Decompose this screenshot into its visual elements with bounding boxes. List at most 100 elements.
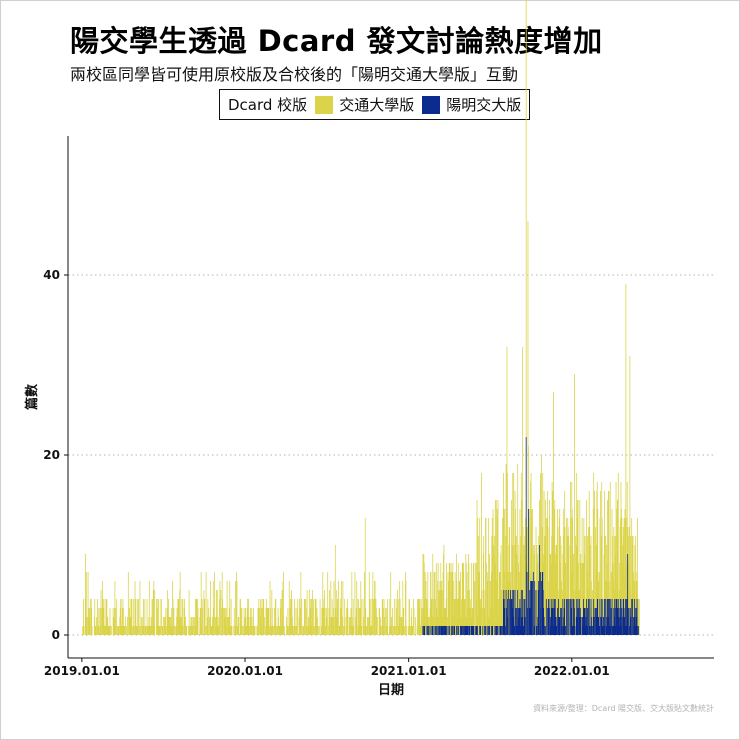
bar-jiaotong	[144, 599, 146, 635]
bar-jiaotong	[179, 590, 181, 635]
bar-jiaotong	[380, 626, 382, 635]
bar-jiaotong	[392, 626, 394, 635]
bar-jiaotong	[560, 545, 562, 635]
bar-jiaotong	[526, 563, 528, 635]
bar-jiaotong	[164, 617, 165, 635]
bar-jiaotong	[122, 608, 124, 635]
bar-jiaotong	[100, 590, 102, 635]
bar-jiaotong	[273, 626, 274, 635]
bar-jiaotong	[575, 590, 577, 635]
bar-yangming-jiaotong	[468, 626, 469, 635]
bar-jiaotong	[169, 626, 171, 635]
bar-jiaotong	[140, 617, 142, 635]
bar-yangming-jiaotong	[560, 608, 562, 635]
bar-yangming-jiaotong	[525, 437, 527, 635]
bar-jiaotong	[104, 599, 106, 635]
bar-jiaotong	[507, 572, 509, 635]
bar-jiaotong	[598, 599, 600, 635]
bar-jiaotong	[615, 554, 616, 635]
bar-jiaotong	[352, 626, 354, 635]
bar-jiaotong	[473, 563, 475, 635]
bar-jiaotong	[437, 581, 439, 635]
bar-jiaotong	[272, 626, 274, 635]
bar-jiaotong	[511, 545, 513, 635]
bar-jiaotong	[237, 626, 239, 635]
bar-jiaotong	[468, 563, 470, 635]
bar-jiaotong	[210, 581, 211, 635]
bar-jiaotong	[277, 626, 279, 635]
bar-jiaotong	[173, 626, 174, 635]
bar-jiaotong	[628, 527, 630, 635]
bar-yangming-jiaotong	[527, 608, 529, 635]
bar-jiaotong	[553, 509, 555, 635]
bar-jiaotong	[371, 626, 372, 635]
bar-yangming-jiaotong	[598, 617, 600, 635]
bar-jiaotong	[118, 626, 120, 635]
bar-yangming-jiaotong	[436, 626, 438, 635]
bar-jiaotong	[83, 599, 84, 635]
bar-jiaotong	[355, 608, 357, 635]
bar-jiaotong	[528, 572, 530, 635]
bar-jiaotong	[259, 617, 261, 635]
bar-jiaotong	[456, 554, 457, 635]
bar-jiaotong	[365, 608, 367, 635]
bar-jiaotong	[477, 617, 479, 635]
bar-yangming-jiaotong	[540, 608, 542, 635]
bar-jiaotong	[551, 482, 553, 635]
bar-jiaotong	[506, 536, 507, 635]
bar-jiaotong	[466, 572, 468, 635]
bar-yangming-jiaotong	[531, 581, 533, 635]
bar-jiaotong	[258, 608, 259, 635]
bar-jiaotong	[620, 482, 622, 635]
bar-jiaotong	[190, 617, 192, 635]
bar-yangming-jiaotong	[449, 626, 451, 635]
bar-jiaotong	[517, 545, 519, 635]
bar-jiaotong	[327, 572, 329, 635]
bar-jiaotong	[424, 572, 426, 635]
bar-yangming-jiaotong	[635, 608, 637, 635]
bar-jiaotong	[569, 599, 570, 635]
bar-jiaotong	[315, 599, 317, 635]
bar-jiaotong	[382, 626, 384, 635]
bar-jiaotong	[520, 473, 522, 635]
bar-jiaotong	[574, 608, 576, 635]
bar-yangming-jiaotong	[432, 626, 434, 635]
bar-jiaotong	[279, 626, 281, 635]
bar-yangming-jiaotong	[613, 617, 615, 635]
bar-yangming-jiaotong	[612, 626, 613, 635]
bar-yangming-jiaotong	[480, 626, 481, 635]
bar-jiaotong	[359, 608, 361, 635]
bar-jiaotong	[321, 608, 323, 635]
bar-jiaotong	[328, 626, 329, 635]
bar-jiaotong	[344, 599, 346, 635]
bar-yangming-jiaotong	[424, 626, 426, 635]
bar-yangming-jiaotong	[615, 599, 617, 635]
bar-jiaotong	[87, 572, 89, 635]
bar-yangming-jiaotong	[517, 590, 519, 635]
bar-yangming-jiaotong	[599, 599, 601, 635]
bar-jiaotong	[178, 599, 180, 635]
bar-jiaotong	[343, 626, 345, 635]
bar-jiaotong	[490, 581, 491, 635]
bar-jiaotong	[471, 563, 473, 635]
bar-jiaotong	[157, 626, 159, 635]
y-tick-label: 20	[43, 448, 60, 462]
bar-jiaotong	[305, 599, 307, 635]
bar-yangming-jiaotong	[575, 617, 577, 635]
bar-jiaotong	[204, 599, 206, 635]
bar-jiaotong	[145, 626, 147, 635]
bar-jiaotong	[114, 581, 116, 635]
bar-jiaotong	[109, 608, 111, 635]
bar-yangming-jiaotong	[586, 626, 588, 635]
bar-jiaotong	[570, 518, 572, 635]
bar-jiaotong	[233, 608, 235, 635]
bar-yangming-jiaotong	[537, 590, 539, 635]
bar-jiaotong	[177, 617, 178, 635]
bar-yangming-jiaotong	[499, 626, 501, 635]
bar-jiaotong	[608, 491, 610, 635]
bar-jiaotong	[405, 572, 406, 635]
y-tick-label: 40	[43, 268, 60, 282]
bar-jiaotong	[351, 572, 353, 635]
bar-jiaotong	[379, 608, 380, 635]
bar-yangming-jiaotong	[530, 581, 532, 635]
